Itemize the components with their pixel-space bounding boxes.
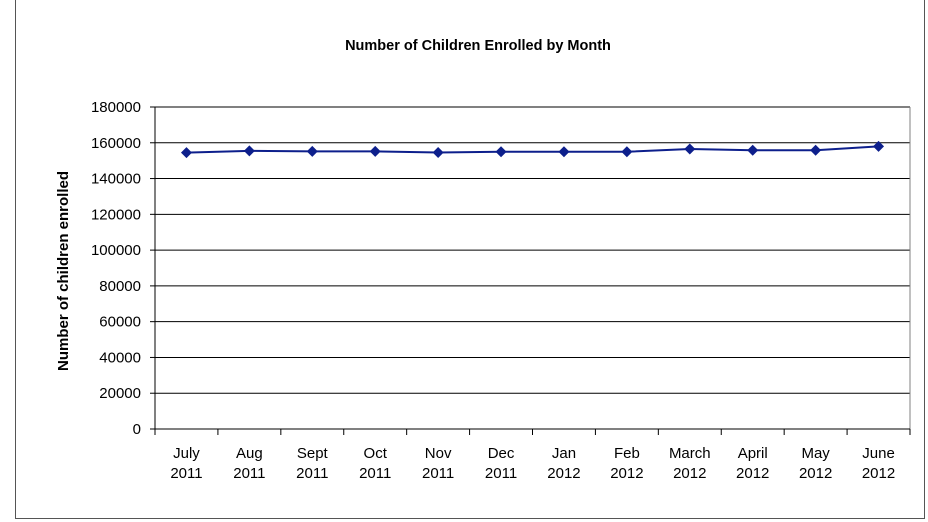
x-tick-label: Oct 2011 — [359, 445, 391, 482]
y-tick-label: 120000 — [91, 206, 141, 223]
series-line — [186, 145, 879, 154]
data-point — [495, 146, 507, 158]
data-point — [306, 145, 318, 157]
data-point — [243, 145, 255, 157]
data-point — [810, 144, 822, 156]
x-tick-label: April 2012 — [736, 445, 769, 482]
data-point — [432, 146, 444, 158]
x-tick-label: March 2012 — [669, 445, 711, 482]
x-tick-label: June 2012 — [862, 445, 895, 482]
data-point — [747, 144, 759, 156]
y-tick-label: 180000 — [91, 99, 141, 116]
data-point — [558, 146, 570, 158]
y-tick-label: 80000 — [99, 278, 141, 295]
data-point — [180, 147, 192, 159]
y-tick-label: 60000 — [99, 314, 141, 331]
y-axis-label: Number of children enrolled — [55, 171, 72, 371]
x-tick-label: Nov 2011 — [422, 445, 454, 482]
x-tick-label: Feb 2012 — [610, 445, 643, 482]
data-point — [684, 143, 696, 155]
x-tick-label: Sept 2011 — [296, 445, 328, 482]
x-tick-label: July 2011 — [170, 445, 202, 482]
y-tick-label: 160000 — [91, 135, 141, 152]
data-point — [873, 140, 885, 152]
y-tick-label: 0 — [133, 421, 141, 438]
data-point — [369, 145, 381, 157]
y-tick-label: 100000 — [91, 242, 141, 259]
x-tick-label: Aug 2011 — [233, 445, 265, 482]
y-tick-label: 140000 — [91, 171, 141, 188]
data-point — [621, 146, 633, 158]
y-tick-label: 40000 — [99, 349, 141, 366]
x-tick-label: Jan 2012 — [547, 445, 580, 482]
chart-title: Number of Children Enrolled by Month — [345, 38, 611, 54]
x-tick-label: May 2012 — [799, 445, 832, 482]
x-tick-label: Dec 2011 — [485, 445, 517, 482]
y-tick-label: 20000 — [99, 385, 141, 402]
